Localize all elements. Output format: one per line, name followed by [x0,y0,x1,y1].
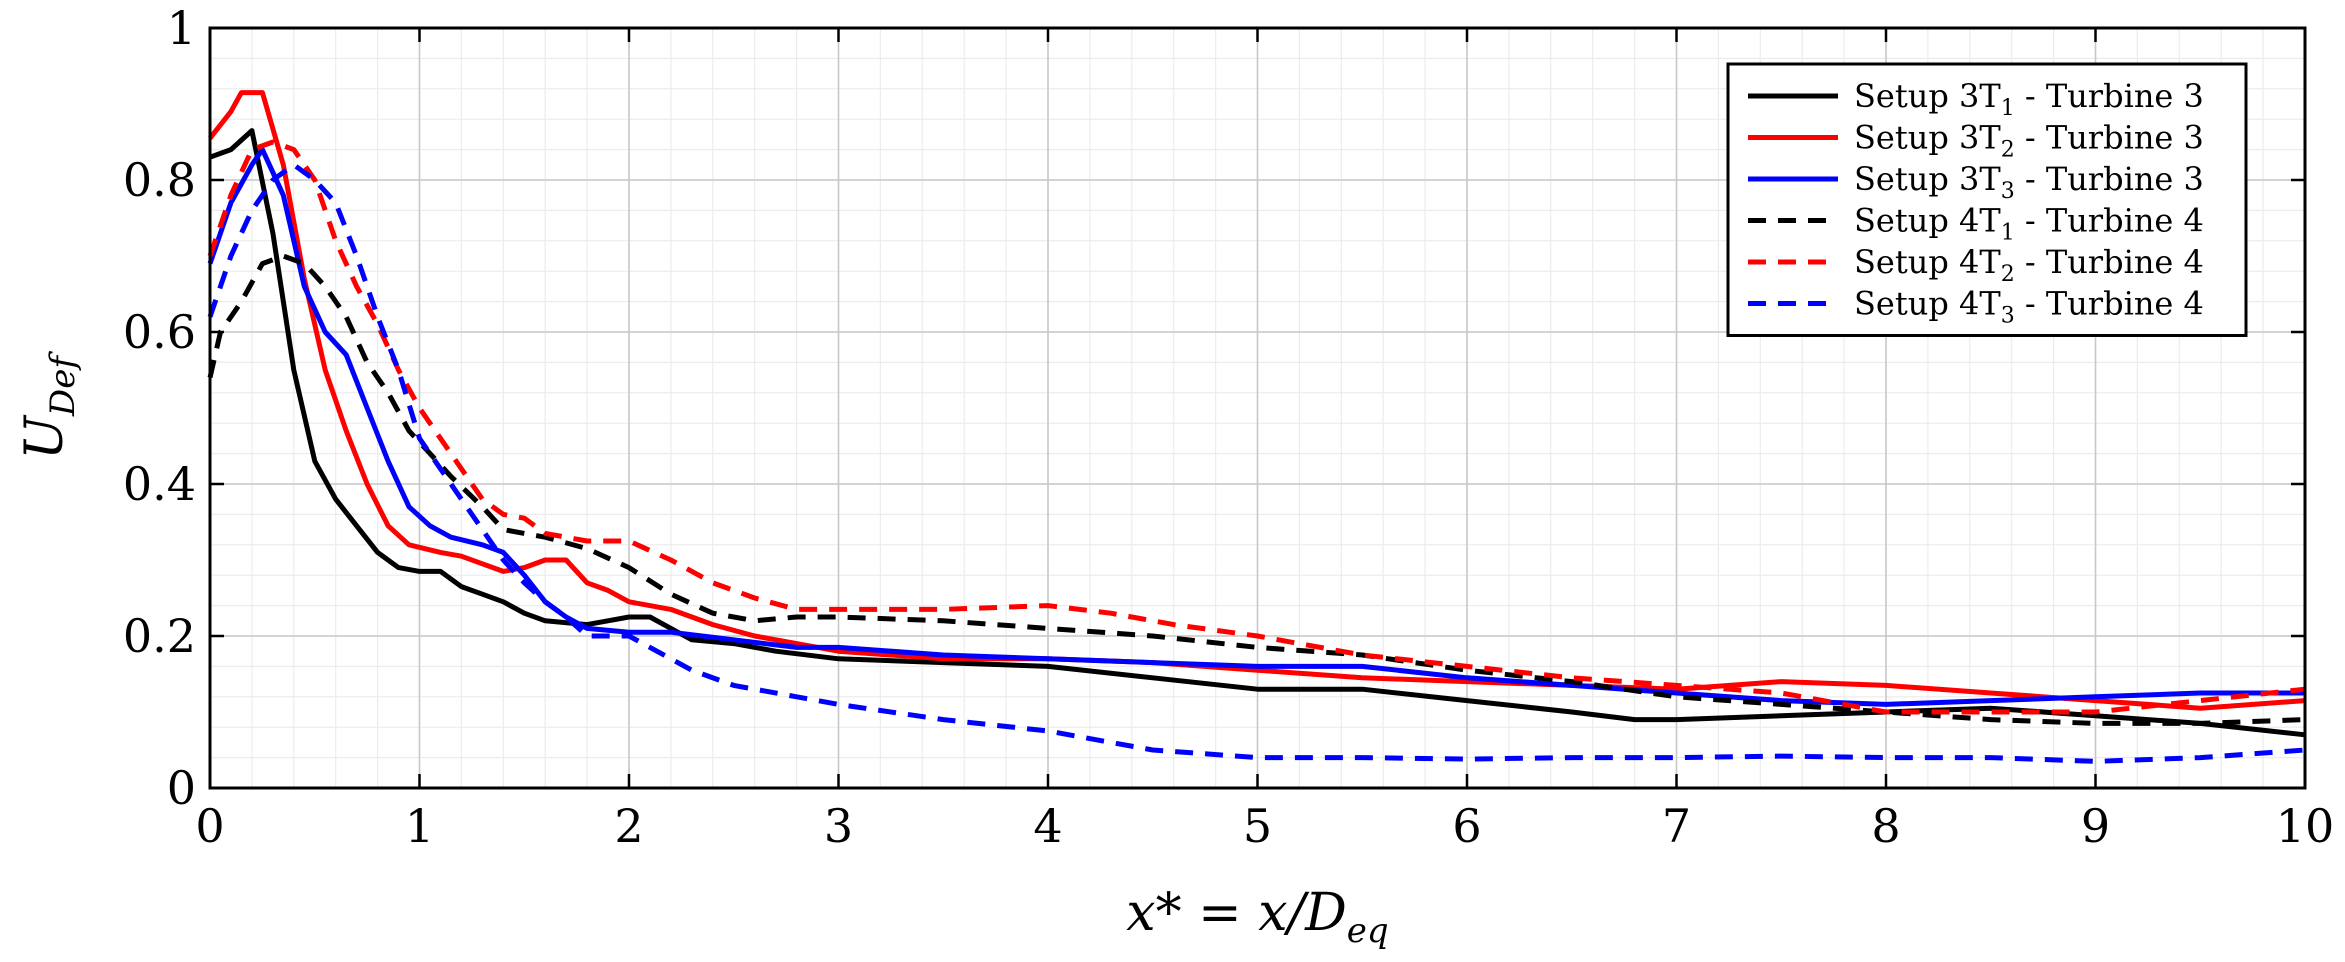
x-tick-label: 1 [405,799,434,853]
x-tick-label: 2 [614,799,643,853]
y-tick-label: 1 [167,1,196,55]
legend-label: Setup 3T2 - Turbine 3 [1854,119,2204,163]
y-tick-label: 0 [167,761,196,815]
y-axis-title: UDef [15,351,83,460]
series-line [209,128,2306,738]
x-tick-label: 8 [1871,799,1900,853]
y-tick-label: 0.4 [123,457,196,511]
tick-labels: 0 1 2 3 4 5 6 7 8 9 10 0 0.2 0.4 0.6 0.8 1 [123,1,2334,853]
x-tick-label: 0 [195,799,224,853]
x-tick-label: 4 [1033,799,1062,853]
series-layer [207,90,2306,764]
x-tick-label: 3 [824,799,853,853]
x-tick-label: 10 [2276,799,2335,853]
x-axis-title: x* = x/Deq [1126,883,1388,951]
series-line [207,162,2306,764]
legend-box [1726,62,2248,337]
legend-label: Setup 4T2 - Turbine 4 [1854,243,2204,287]
series-line [207,253,2306,726]
legend-label: Setup 4T1 - Turbine 4 [1854,202,2204,246]
series-line [207,139,2306,715]
legend-label: Setup 3T3 - Turbine 3 [1854,160,2204,204]
legend-label: Setup 3T1 - Turbine 3 [1854,77,2204,121]
y-tick-label: 0.2 [123,609,196,663]
axis-ticks [208,26,2307,790]
y-tick-label: 0.6 [123,305,196,359]
legend-label: Setup 4T3 - Turbine 4 [1854,285,2204,329]
series-line [207,147,2305,707]
x-tick-label: 5 [1243,799,1272,853]
x-tick-label: 7 [1662,799,1691,853]
x-tick-label: 6 [1452,799,1481,853]
y-tick-label: 0.8 [123,153,196,207]
x-tick-label: 9 [2081,799,2110,853]
